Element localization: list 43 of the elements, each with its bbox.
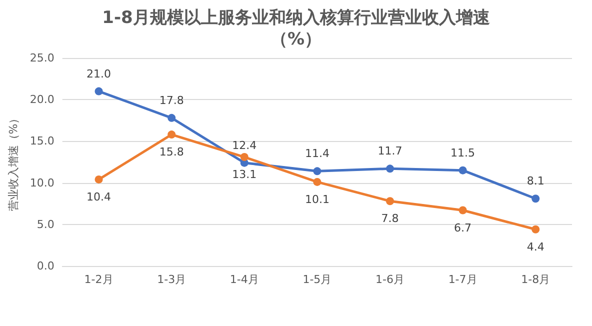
data-label: 7.8 — [381, 212, 399, 226]
point — [313, 178, 322, 186]
point — [94, 87, 103, 96]
y-tick-label: 0.0 — [36, 260, 54, 272]
data-label: 12.4 — [232, 138, 257, 152]
x-tick-label: 1-2月 — [84, 273, 114, 286]
data-label: 11.5 — [450, 146, 476, 160]
x-tick-label: 1-4月 — [230, 273, 259, 286]
data-label: 6.7 — [454, 221, 472, 234]
chart-title: 1-8月规模以上服务业和纳入核算行业营业收入增速 — [102, 8, 490, 28]
y-tick-label: 25.0 — [30, 52, 54, 64]
y-tick-label: 15.0 — [30, 134, 54, 148]
chart-subtitle: （%） — [270, 30, 322, 50]
point — [532, 194, 540, 203]
point — [458, 206, 467, 214]
point — [386, 164, 394, 173]
x-tick-label: 1-3月 — [157, 273, 186, 286]
point — [532, 225, 540, 234]
data-label: 4.4 — [526, 240, 544, 254]
data-label: 13.1 — [232, 168, 257, 182]
y-tick-label: 10.0 — [30, 176, 54, 190]
point — [168, 130, 176, 139]
data-label: 10.4 — [86, 190, 112, 204]
point — [313, 167, 322, 176]
point — [240, 153, 248, 162]
point — [168, 114, 176, 122]
point — [386, 197, 394, 206]
y-tick-label: 5.0 — [36, 218, 54, 231]
data-label: 15.8 — [159, 146, 184, 159]
x-tick-label: 1-7月 — [448, 273, 478, 286]
data-label: 8.1 — [526, 174, 544, 188]
y-tick-label: 20.0 — [30, 93, 54, 106]
point — [94, 175, 103, 184]
data-label: 11.4 — [304, 147, 330, 160]
x-tick-label: 1-5月 — [302, 273, 332, 286]
x-tick-label: 1-8月 — [521, 273, 550, 286]
data-label: 11.7 — [378, 144, 402, 158]
data-label: 10.1 — [304, 192, 330, 206]
data-label: 21.0 — [86, 67, 112, 80]
data-label: 17.8 — [159, 94, 184, 107]
x-tick-label: 1-6月 — [376, 273, 404, 286]
point — [458, 166, 467, 174]
y-axis-title: 营业收入增速（%） — [7, 112, 20, 212]
